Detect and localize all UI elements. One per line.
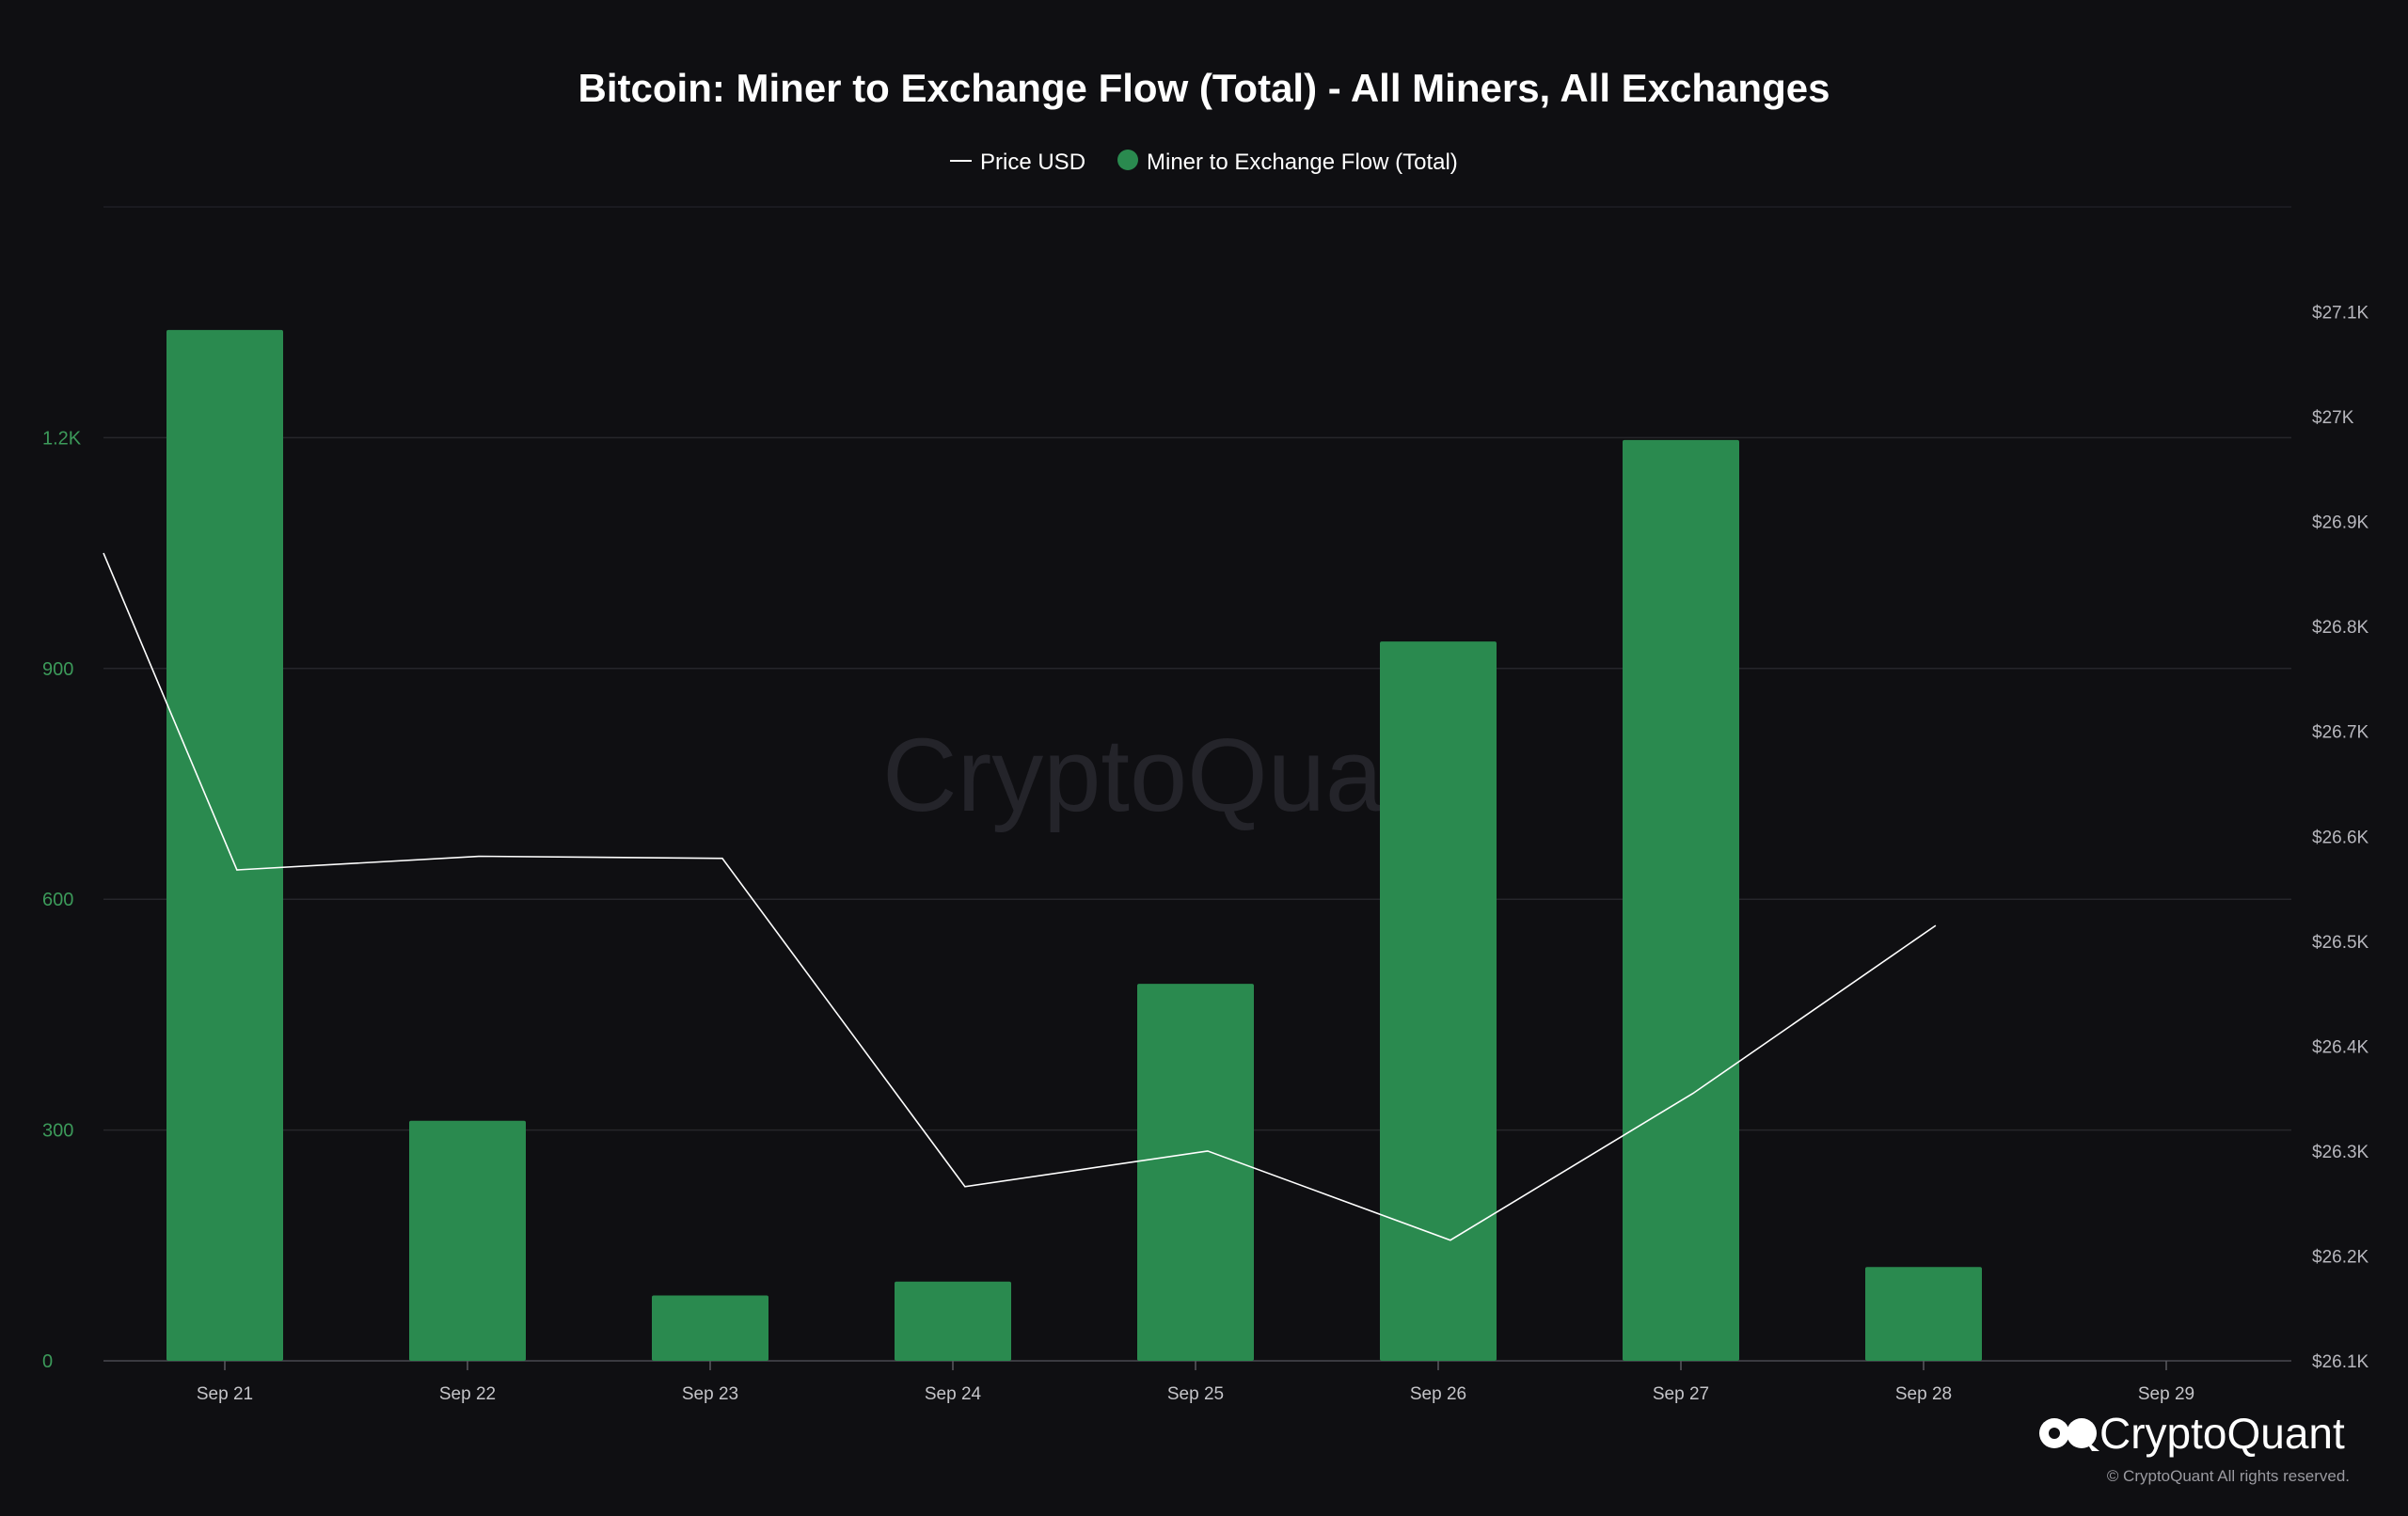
x-tick-label: Sep 26	[1410, 1384, 1466, 1404]
y-right-tick-label: $27.1K	[2312, 304, 2369, 324]
y-right-tick-label: $26.9K	[2312, 513, 2369, 533]
y-right-tick-label: $26.2K	[2312, 1247, 2369, 1267]
legend-label-price: Price USD	[980, 150, 1085, 175]
copyright-text: © CryptoQuant All rights reserved.	[2107, 1467, 2350, 1485]
legend-label-flow: Miner to Exchange Flow (Total)	[1147, 150, 1458, 175]
x-tick-label: Sep 21	[197, 1384, 253, 1404]
price-point[interactable]	[1933, 923, 1939, 928]
y-axis-right: $26.1K $26.2K $26.3K $26.4K $26.5K $26.6K $26.…	[2312, 304, 2369, 1372]
y-left-tick-label: 0	[42, 1351, 53, 1372]
legend: Price USD Miner to Exchange Flow (Total)	[950, 150, 1458, 175]
y-left-tick-label: 600	[42, 890, 73, 910]
price-point[interactable]	[962, 1184, 968, 1190]
bar-sep-27[interactable]	[1623, 439, 1739, 1361]
price-point[interactable]	[1448, 1238, 1453, 1243]
y-right-tick-label: $26.8K	[2312, 618, 2369, 638]
brand-logo-text: CryptoQuant	[2099, 1409, 2345, 1458]
y-left-tick-label: 1.2K	[42, 428, 82, 449]
price-point[interactable]	[234, 867, 240, 873]
y-right-tick-label: $26.1K	[2312, 1352, 2369, 1372]
y-left-tick-label: 900	[42, 659, 73, 680]
price-point[interactable]	[1690, 1091, 1696, 1097]
x-tick-label: Sep 28	[1895, 1384, 1952, 1404]
bar-sep-22[interactable]	[409, 1120, 526, 1361]
chart-title: Bitcoin: Miner to Exchange Flow (Total) …	[578, 66, 1830, 110]
y-right-tick-label: $26.7K	[2312, 723, 2369, 743]
price-line-series	[101, 550, 1939, 1243]
x-tick-label: Sep 27	[1653, 1384, 1709, 1404]
x-tick-label: Sep 22	[439, 1384, 496, 1404]
price-point[interactable]	[720, 856, 725, 861]
bar-sep-23[interactable]	[652, 1295, 768, 1361]
brand-block: CryptoQuant © CryptoQuant All rights res…	[2039, 1409, 2350, 1485]
bar-sep-24[interactable]	[895, 1281, 1011, 1361]
bar-sep-25[interactable]	[1137, 984, 1254, 1361]
x-axis: Sep 21 Sep 22 Sep 23 Sep 24 Sep 25 Sep 26 Sep …	[197, 1361, 2194, 1404]
cryptoquant-logo-icon	[2039, 1418, 2099, 1451]
bar-series	[166, 329, 1982, 1361]
price-point[interactable]	[101, 550, 106, 556]
legend-item-flow[interactable]: Miner to Exchange Flow (Total)	[1117, 150, 1458, 175]
y-right-tick-label: $26.5K	[2312, 933, 2369, 953]
y-right-tick-label: $26.6K	[2312, 828, 2369, 847]
y-axis-left: 0 300 600 900 1.2K	[42, 428, 82, 1372]
y-right-tick-label: $26.3K	[2312, 1143, 2369, 1162]
legend-dot-marker	[1117, 150, 1138, 170]
bar-sep-26[interactable]	[1380, 641, 1497, 1361]
bar-sep-21[interactable]	[166, 329, 283, 1361]
price-point[interactable]	[477, 853, 483, 859]
x-tick-label: Sep 23	[682, 1384, 738, 1404]
price-usd-line[interactable]	[103, 552, 1937, 1241]
y-left-tick-label: 300	[42, 1121, 73, 1142]
y-right-tick-label: $26.4K	[2312, 1037, 2369, 1057]
x-tick-label: Sep 24	[925, 1384, 982, 1404]
bar-sep-28[interactable]	[1865, 1267, 1982, 1361]
price-point[interactable]	[1205, 1148, 1211, 1154]
x-tick-label: Sep 25	[1167, 1384, 1224, 1404]
y-right-tick-label: $27K	[2312, 408, 2354, 428]
legend-item-price[interactable]: Price USD	[950, 150, 1085, 175]
x-tick-label: Sep 29	[2138, 1384, 2194, 1404]
watermark: CryptoQuant	[882, 718, 1469, 833]
